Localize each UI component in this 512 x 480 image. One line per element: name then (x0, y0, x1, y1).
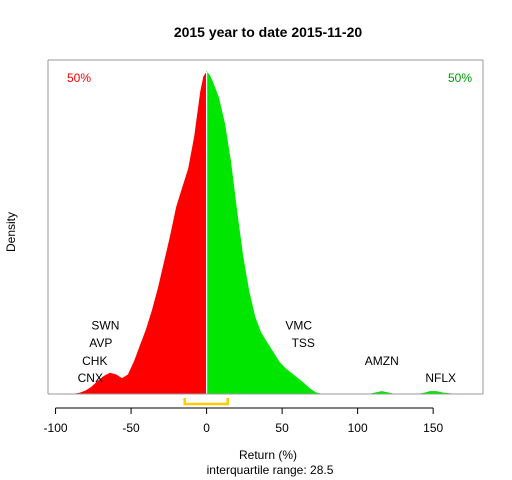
annotations: SWN AVP CHK CNX VMC TSS AMZN NFLX (78, 319, 456, 385)
y-axis-label: Density (4, 212, 18, 252)
annotation-vmc: VMC (285, 319, 312, 333)
right-density-area (206, 71, 455, 395)
x-axis-label: Return (%) (239, 448, 297, 462)
annotation-cnx: CNX (78, 371, 103, 385)
right-percent-label: 50% (448, 71, 472, 85)
x-tick-label: -50 (122, 421, 140, 435)
annotation-amzn: AMZN (365, 354, 399, 368)
x-tick-label: 150 (423, 421, 443, 435)
x-tick-label: 100 (348, 421, 368, 435)
iqr-label: interquartile range: 28.5 (207, 463, 334, 477)
annotation-avp: AVP (89, 336, 112, 350)
chart-title: 2015 year to date 2015-11-20 (174, 24, 363, 40)
left-percent-label: 50% (67, 71, 91, 85)
annotation-nflx: NFLX (425, 371, 456, 385)
x-axis: -100 -50 0 50 100 150 (44, 407, 443, 435)
annotation-tss: TSS (292, 336, 315, 350)
iqr-bracket (183, 398, 229, 406)
x-tick-label: -100 (44, 421, 68, 435)
iqr-bracket-line (183, 398, 229, 406)
x-tick-label: 0 (203, 421, 210, 435)
annotation-chk: CHK (82, 354, 107, 368)
left-density-area (73, 70, 207, 395)
annotation-swn: SWN (91, 319, 119, 333)
x-tick-label: 50 (275, 421, 289, 435)
density-area (73, 70, 455, 395)
